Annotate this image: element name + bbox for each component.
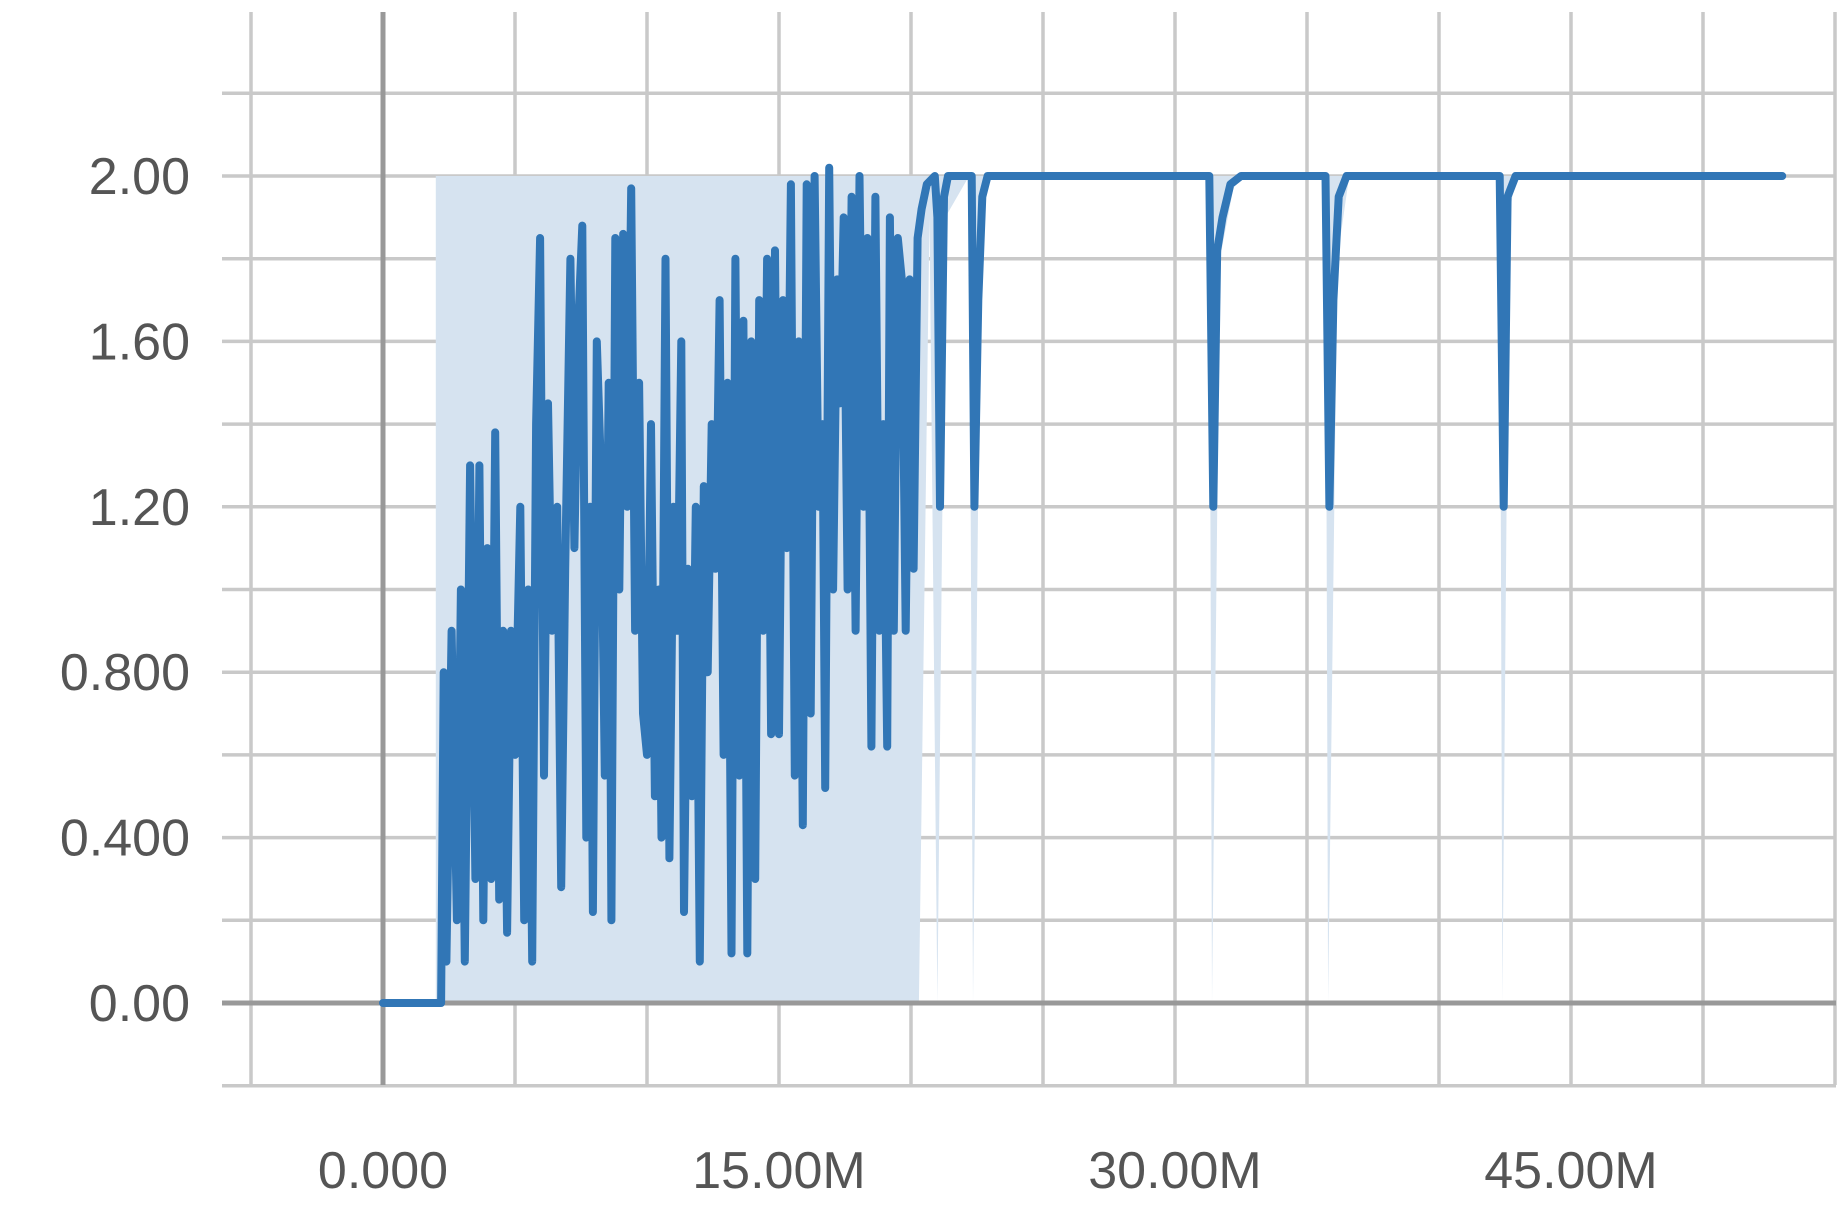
series-line — [379, 163, 1787, 1007]
x-tick-label: 30.00M — [1088, 1142, 1261, 1200]
series-line-layer — [379, 163, 1787, 1007]
confidence-band — [435, 176, 1516, 1003]
y-tick-label: 0.800 — [60, 644, 190, 702]
x-tick-labels: 0.000 15.00M 30.00M 45.00M — [318, 1142, 1658, 1200]
y-tick-label: 1.20 — [89, 479, 190, 537]
confidence-band-layer — [435, 176, 1516, 1003]
y-tick-label: 2.00 — [89, 148, 190, 206]
y-tick-label: 1.60 — [89, 313, 190, 371]
y-tick-label: 0.400 — [60, 810, 190, 868]
x-tick-label: 45.00M — [1484, 1142, 1657, 1200]
y-tick-labels: 0.00 0.400 0.800 1.20 1.60 2.00 — [60, 148, 190, 1033]
y-tick-label: 0.00 — [89, 975, 190, 1033]
x-tick-label: 15.00M — [692, 1142, 865, 1200]
zero-axis-layer — [222, 12, 1836, 1085]
x-tick-label: 0.000 — [318, 1142, 448, 1200]
